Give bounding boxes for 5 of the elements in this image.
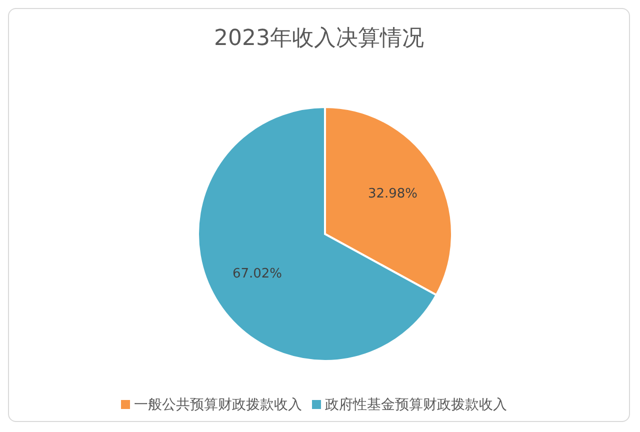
legend-label: 一般公共预算财政拨款收入 <box>134 397 302 413</box>
chart-title: 2023年收入决算情况 <box>213 25 425 53</box>
data-label: 67.02% <box>232 266 282 282</box>
legend-label: 政府性基金预算财政拨款收入 <box>325 397 507 413</box>
data-label: 32.98% <box>368 186 418 202</box>
